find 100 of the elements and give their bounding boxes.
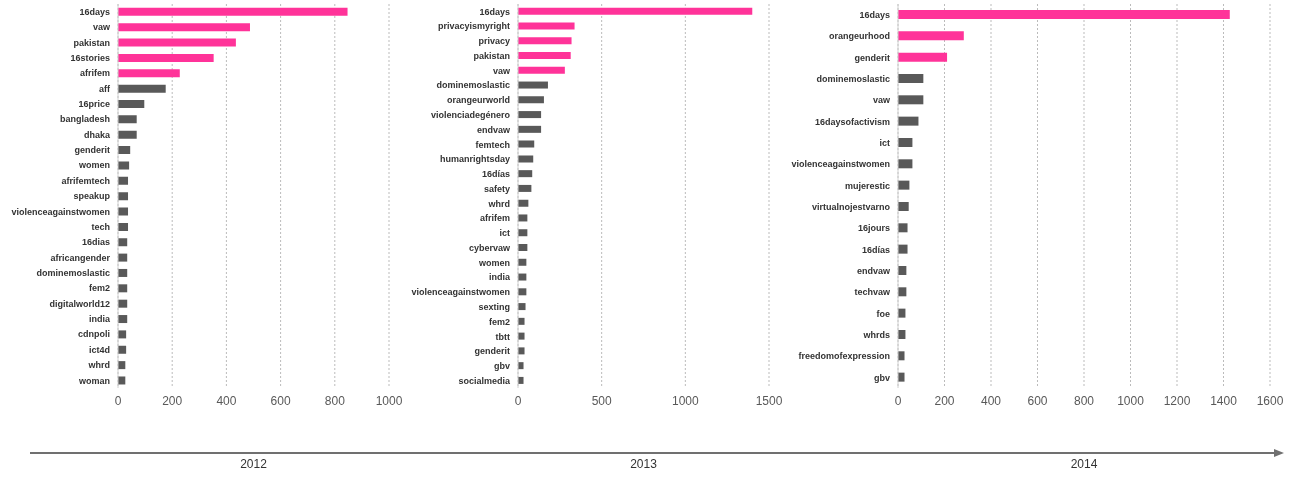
y-tick-label: tech xyxy=(91,221,110,232)
y-tick-label: woman xyxy=(77,375,110,386)
bar xyxy=(898,372,905,382)
y-tick-label: genderit xyxy=(854,52,890,63)
bar xyxy=(518,81,548,89)
y-tick-label: violenceagainstwomen xyxy=(411,287,510,298)
y-tick-label: 16días xyxy=(861,244,890,255)
y-tick-label: genderit xyxy=(74,145,110,156)
x-tick-label: 800 xyxy=(324,393,346,408)
y-tick-label: freedomofexpression xyxy=(798,351,890,362)
x-tick-label: 1200 xyxy=(1163,393,1191,408)
y-tick-label: digitalworld12 xyxy=(49,298,110,309)
y-tick-label: dhaka xyxy=(83,129,111,140)
x-tick-label: 200 xyxy=(934,393,955,408)
y-tick-label: 16jours xyxy=(857,223,890,234)
bar xyxy=(518,170,533,178)
x-tick-label: 1600 xyxy=(1256,393,1284,408)
bar xyxy=(118,23,250,32)
x-tick-label: 1000 xyxy=(1117,393,1145,408)
y-tick-label: ict xyxy=(879,137,890,148)
bar xyxy=(118,176,129,185)
y-tick-label: afrifem xyxy=(479,213,510,224)
bar xyxy=(898,116,919,126)
y-tick-label: virtualnojestvarno xyxy=(811,201,891,212)
y-tick-label: 16días xyxy=(481,169,510,180)
bar xyxy=(118,115,137,124)
x-tick-label: 200 xyxy=(162,393,183,408)
y-tick-label: 16days xyxy=(479,6,510,17)
bar xyxy=(898,31,964,41)
y-tick-label: cdnpoli xyxy=(78,329,110,340)
bar xyxy=(518,52,571,59)
bar xyxy=(118,146,131,155)
y-tick-label: humanrightsday xyxy=(439,154,510,165)
y-tick-label: women xyxy=(477,257,510,268)
x-tick-label: 400 xyxy=(216,393,237,408)
bar xyxy=(518,140,535,148)
y-tick-label: mujerestic xyxy=(844,180,890,191)
bar xyxy=(898,159,913,169)
x-axis-title: 2013 xyxy=(630,457,658,471)
bar xyxy=(518,362,524,370)
y-tick-label: techvaw xyxy=(854,287,891,298)
x-tick-label: 0 xyxy=(894,393,902,408)
y-tick-label: vaw xyxy=(492,65,511,76)
y-tick-label: genderit xyxy=(474,346,510,357)
y-tick-label: speakup xyxy=(73,191,111,202)
x-tick-label: 1500 xyxy=(755,393,783,408)
y-tick-label: cybervaw xyxy=(468,242,511,253)
x-tick-label: 1000 xyxy=(671,393,699,408)
x-tick-label: 500 xyxy=(591,393,612,408)
x-tick-label: 1400 xyxy=(1210,393,1238,408)
bar xyxy=(118,222,129,231)
y-tick-label: dominemoslastic xyxy=(36,267,110,278)
y-tick-label: pakistan xyxy=(73,37,110,48)
y-tick-label: pakistan xyxy=(473,50,510,61)
bar xyxy=(518,96,544,104)
y-tick-label: india xyxy=(88,314,111,325)
x-axis-title: 2014 xyxy=(1070,457,1098,471)
x-tick-label: 800 xyxy=(1073,393,1095,408)
y-tick-label: vaw xyxy=(92,22,111,33)
y-tick-label: 16price xyxy=(78,99,110,110)
y-tick-label: privacyismyright xyxy=(437,21,510,32)
y-tick-label: femtech xyxy=(475,139,510,150)
bar xyxy=(898,244,908,254)
y-tick-label: socialmedia xyxy=(458,375,511,386)
y-tick-label: violenceagainstwomen xyxy=(11,206,110,217)
bar xyxy=(118,161,130,170)
bar xyxy=(898,137,913,147)
y-tick-label: women xyxy=(77,160,110,171)
bar xyxy=(518,376,524,384)
y-tick-label: africangender xyxy=(50,252,111,263)
y-tick-label: india xyxy=(488,272,511,283)
y-tick-label: tbtt xyxy=(495,331,510,342)
y-tick-label: afrifem xyxy=(79,68,110,79)
bar xyxy=(518,317,525,325)
bar xyxy=(518,66,565,74)
y-tick-label: 16dias xyxy=(81,237,110,248)
bar xyxy=(118,84,166,93)
bar xyxy=(118,130,137,139)
bar xyxy=(898,351,905,361)
bar xyxy=(898,223,908,233)
bar xyxy=(118,7,348,16)
y-tick-label: foe xyxy=(876,308,890,319)
y-tick-label: whrd xyxy=(87,360,110,371)
bar xyxy=(118,53,214,62)
bar xyxy=(118,100,145,108)
bar xyxy=(118,192,129,201)
y-tick-label: aff xyxy=(99,83,111,94)
y-tick-label: 16days xyxy=(79,6,110,17)
y-tick-label: endvaw xyxy=(856,265,891,276)
y-tick-label: endvaw xyxy=(476,124,511,135)
y-tick-label: bangladesh xyxy=(59,114,110,125)
y-tick-label: afrifemtech xyxy=(61,175,110,186)
y-tick-label: orangeurhood xyxy=(829,31,890,42)
bar xyxy=(118,38,236,47)
bar xyxy=(518,155,534,163)
bar xyxy=(518,22,575,30)
bar xyxy=(518,125,542,133)
y-tick-label: safety xyxy=(483,183,510,194)
y-tick-label: ict4d xyxy=(88,344,110,355)
y-tick-label: orangeurworld xyxy=(446,95,510,106)
